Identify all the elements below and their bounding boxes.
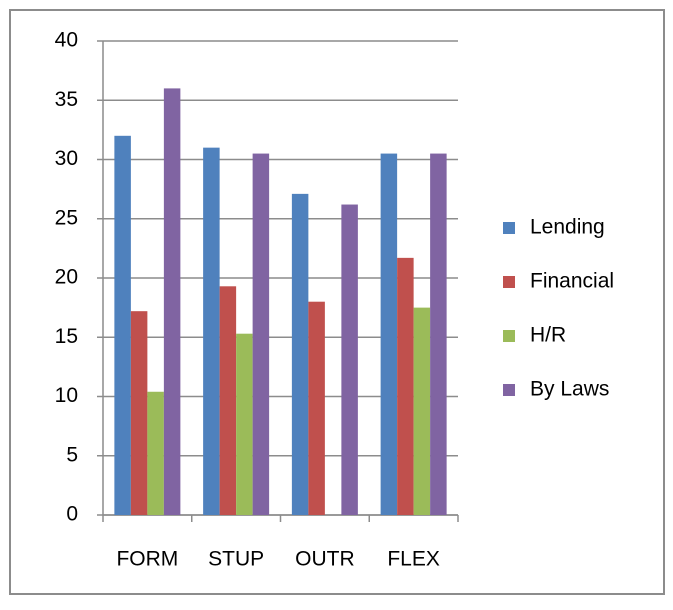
bar	[203, 147, 220, 515]
bar	[114, 135, 131, 516]
bar	[341, 204, 358, 515]
y-tick-label: 35	[55, 88, 78, 111]
bar	[413, 307, 431, 515]
bar	[308, 301, 325, 515]
bar	[219, 286, 237, 515]
y-tick-label: 25	[55, 206, 78, 229]
bar	[380, 153, 398, 515]
x-tick-label: FLEX	[387, 548, 440, 571]
legend-label: By Laws	[530, 378, 609, 401]
bar	[163, 88, 181, 516]
bar	[291, 193, 309, 516]
bar	[147, 391, 164, 515]
legend-swatch	[503, 330, 515, 342]
legend-swatch	[503, 384, 515, 396]
legend-swatch	[503, 276, 515, 288]
y-tick-label: 15	[55, 325, 78, 348]
y-tick-label: 20	[55, 266, 78, 289]
legend-label: H/R	[530, 324, 566, 347]
legend-label: Lending	[530, 216, 605, 239]
y-tick-label: 5	[66, 443, 78, 466]
x-tick-label: OUTR	[295, 548, 355, 571]
legend-swatch	[503, 222, 515, 234]
y-tick-label: 10	[55, 384, 78, 407]
y-tick-label: 40	[55, 29, 78, 52]
bar	[236, 333, 253, 515]
bar	[130, 311, 148, 515]
bar	[252, 153, 270, 515]
bar	[430, 153, 447, 515]
bar	[397, 257, 414, 515]
chart-frame	[9, 9, 665, 595]
legend-label: Financial	[530, 270, 614, 293]
y-tick-label: 30	[55, 147, 78, 170]
x-tick-label: STUP	[208, 548, 264, 571]
x-tick-label: FORM	[116, 548, 178, 571]
y-tick-label: 0	[66, 503, 78, 526]
